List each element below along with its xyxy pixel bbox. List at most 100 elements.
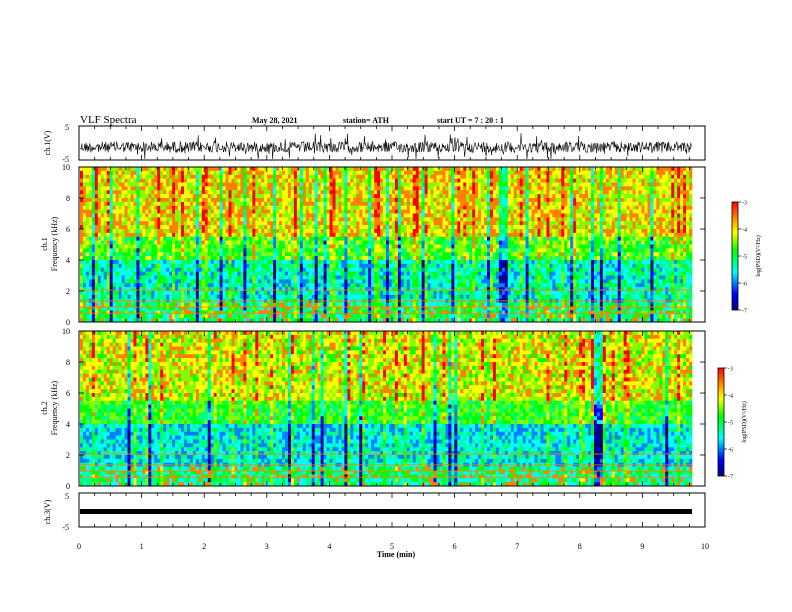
spectrogram-cell	[546, 229, 550, 234]
spectrogram-cell	[472, 167, 476, 172]
spectrogram-cell	[276, 201, 280, 207]
spectrogram-cell	[391, 221, 396, 226]
spectrogram-cell	[338, 232, 342, 238]
spectrogram-cell	[596, 252, 601, 257]
spectrogram-cell	[531, 229, 535, 234]
spectrogram-cell	[623, 198, 627, 203]
spectrogram-cell	[457, 186, 461, 191]
spectrogram-cell	[175, 201, 179, 207]
spectrogram-cell	[353, 252, 357, 257]
spectrogram-cell	[495, 213, 500, 218]
spectrogram-cell	[386, 182, 390, 187]
spectrogram-cell	[546, 194, 550, 199]
spectrogram-cell	[433, 244, 437, 249]
spectrogram-cell	[481, 236, 485, 241]
spectrogram-cell	[85, 201, 90, 207]
spectrogram-cell	[279, 217, 283, 222]
spectrogram-cell	[629, 232, 633, 238]
spectrogram-cell	[276, 209, 280, 214]
spectrogram-cell	[142, 178, 146, 183]
spectrogram-cell	[273, 240, 277, 245]
spectrogram-cell	[680, 182, 684, 187]
spectrogram-cell	[421, 232, 425, 238]
spectrogram-cell	[412, 213, 417, 218]
spectrogram-cell	[344, 205, 348, 210]
spectrogram-cell	[412, 194, 417, 199]
spectrogram-cell	[91, 201, 96, 207]
spectrogram-cell	[537, 190, 541, 195]
spectrogram-cell	[576, 178, 580, 183]
spectrogram-cell	[317, 217, 321, 222]
spectrogram-cell	[130, 244, 134, 249]
spectrogram-cell	[484, 178, 488, 183]
spectrogram-cell	[576, 186, 580, 191]
spectrogram-cell	[593, 170, 598, 176]
spectrogram-cell	[528, 182, 532, 187]
spectrogram-cell	[154, 186, 158, 191]
spectrogram-cell	[519, 209, 523, 214]
spectrogram-cell	[677, 221, 681, 226]
spectrogram-cell	[151, 229, 155, 234]
spectrogram-cell	[457, 252, 461, 257]
spectrogram-cell	[299, 201, 304, 207]
spectrogram-cell	[213, 205, 217, 210]
spectrogram-cell	[323, 186, 327, 191]
spectrogram-cell	[112, 256, 116, 261]
spectrogram-cell	[397, 217, 402, 222]
spectrogram-cell	[377, 167, 381, 172]
spectrogram-cell	[368, 170, 372, 176]
spectrogram-cell	[391, 213, 396, 218]
spectrogram-cell	[421, 236, 425, 241]
spectrogram-cell	[338, 178, 342, 183]
spectrogram-cell	[522, 198, 526, 203]
spectrogram-cell	[237, 248, 241, 253]
spectrogram-cell	[537, 174, 541, 179]
spectrogram-cell	[109, 205, 113, 210]
spectrogram-cell	[106, 260, 111, 265]
spectrogram-cell	[157, 194, 161, 199]
spectrogram-cell	[400, 182, 405, 187]
spectrogram-cell	[611, 252, 616, 257]
spectrogram-cell	[133, 221, 137, 226]
spectrogram-cell	[127, 186, 131, 191]
spectrogram-cell	[665, 217, 669, 222]
spectrogram-cell	[635, 178, 639, 183]
spectrogram-cell	[261, 182, 265, 187]
spectrogram-cell	[507, 170, 512, 176]
spectrogram-cell	[228, 174, 232, 179]
spectrogram-cell	[139, 182, 143, 187]
spectrogram-cell	[671, 186, 675, 191]
spectrogram-cell	[127, 256, 131, 261]
spectrogram-cell	[650, 186, 654, 191]
spectrogram-cell	[166, 225, 170, 230]
spectrogram-cell	[85, 240, 90, 245]
spectrogram-cell	[558, 174, 562, 179]
spectrogram-cell	[463, 236, 467, 241]
spectrogram-cell	[326, 182, 330, 187]
spectrogram-cell	[181, 256, 185, 261]
spectrogram-cell	[406, 174, 411, 179]
spectrogram-cell	[513, 252, 518, 257]
spectrogram-cell	[377, 182, 381, 187]
spectrogram-cell	[234, 182, 238, 187]
spectrogram-cell	[166, 248, 170, 253]
spectrogram-cell	[353, 256, 357, 261]
spectrogram-cell	[403, 221, 408, 226]
spectrogram-cell	[513, 244, 518, 249]
spectrogram-cell	[94, 248, 99, 253]
spectrogram-cell	[531, 236, 535, 241]
spectrogram-cell	[127, 178, 131, 183]
spectrogram-cell	[481, 174, 485, 179]
spectrogram-cell	[492, 186, 497, 191]
spectrogram-cell	[130, 209, 134, 214]
spectrogram-cell	[442, 217, 446, 222]
spectrogram-cell	[546, 198, 550, 203]
spectrogram-cell	[359, 170, 363, 176]
spectrogram-cell	[279, 213, 283, 218]
spectrogram-cell	[100, 167, 105, 172]
spectrogram-cell	[469, 225, 473, 230]
spectrogram-cell	[409, 182, 414, 187]
spectrogram-cell	[602, 186, 607, 191]
spectrogram-cell	[228, 190, 232, 195]
spectrogram-cell	[510, 167, 515, 172]
